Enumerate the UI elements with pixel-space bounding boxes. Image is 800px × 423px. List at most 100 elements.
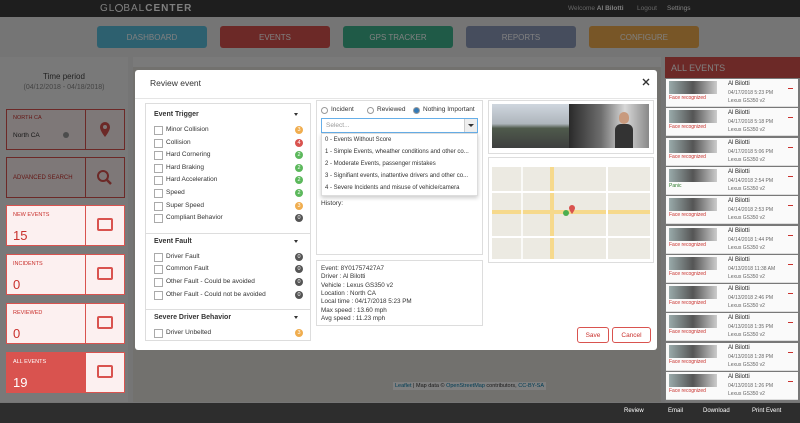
download-icon[interactable] bbox=[788, 258, 793, 265]
checkbox[interactable] bbox=[154, 252, 163, 262]
radio[interactable] bbox=[413, 107, 420, 114]
event-item[interactable]: Face recognized Al Bilotti 04/14/2018 2:53… bbox=[666, 196, 798, 225]
group-title[interactable]: Event Trigger bbox=[154, 111, 199, 118]
download-icon[interactable] bbox=[788, 111, 793, 119]
checkbox[interactable] bbox=[154, 126, 163, 135]
dropdown: 0 - Events Without Score 1 - Simple Event… bbox=[321, 133, 478, 196]
footer-button[interactable]: Email bbox=[668, 408, 684, 414]
event-thumb bbox=[669, 168, 717, 182]
event-name: Al Bilotti bbox=[728, 344, 750, 351]
checkbox[interactable] bbox=[154, 214, 163, 224]
event-tag: Face recognized bbox=[669, 95, 706, 101]
event-tag: Panic bbox=[669, 182, 682, 189]
count-tile[interactable]: REVIEWED 0 bbox=[6, 303, 125, 344]
event-thumb bbox=[669, 81, 717, 94]
event-item[interactable]: Face recognized Al Bilotti 04/13/2018 1:26… bbox=[666, 372, 798, 400]
download-icon[interactable] bbox=[788, 316, 793, 324]
event-name: Al Bilotti bbox=[728, 227, 750, 234]
checkbox[interactable] bbox=[154, 265, 163, 275]
footer-button[interactable]: Review bbox=[624, 408, 644, 414]
event-item[interactable]: Face recognized Al Bilotti 04/17/2018 5:18… bbox=[666, 108, 798, 137]
radio-label: Incident bbox=[331, 106, 354, 113]
checkbox[interactable] bbox=[154, 176, 163, 186]
event-tag: Face recognized bbox=[669, 358, 706, 365]
select[interactable]: Select... bbox=[321, 118, 478, 133]
group-divider bbox=[146, 232, 310, 234]
event-name: Al Bilotti bbox=[728, 256, 750, 263]
event-item[interactable]: Face recognized Al Bilotti 04/17/2018 5:06… bbox=[666, 137, 798, 166]
count-tile[interactable]: ALL EVENTS 19 bbox=[6, 352, 125, 393]
radio[interactable] bbox=[367, 107, 374, 114]
checkbox[interactable] bbox=[154, 329, 163, 339]
group-title[interactable]: Severe Driver Behavior bbox=[154, 314, 232, 322]
dropdown-option[interactable]: 4 - Severe Incidents and misuse of vehic… bbox=[325, 185, 460, 191]
count-badge: 3 bbox=[295, 329, 303, 338]
download-icon[interactable] bbox=[788, 82, 793, 89]
checkbox[interactable] bbox=[154, 138, 163, 148]
dropdown-option[interactable]: 0 - Events Without Score bbox=[325, 137, 392, 143]
event-time: 04/14/2018 1:44 PM bbox=[728, 236, 774, 243]
event-item[interactable]: Face recognized Al Bilotti 04/13/2018 1:35… bbox=[666, 313, 798, 342]
download-icon[interactable] bbox=[788, 287, 793, 295]
event-name: Al Bilotti bbox=[728, 374, 750, 380]
download-icon[interactable] bbox=[788, 170, 793, 177]
filter-label: Hard Cornering bbox=[166, 151, 211, 159]
divider bbox=[135, 98, 657, 99]
close-button[interactable] bbox=[642, 78, 650, 86]
event-item[interactable]: Face recognized Al Bilotti 04/17/2018 5:23… bbox=[666, 79, 798, 107]
save-button[interactable]: Save bbox=[577, 327, 609, 343]
checkbox[interactable] bbox=[154, 290, 163, 300]
event-item[interactable]: Panic Al Bilotti 04/14/2018 2:54 PM Lexus G… bbox=[666, 166, 798, 195]
event-vehicle: Lexus GS350 v2 bbox=[728, 273, 765, 280]
tile-label: INCIDENTS bbox=[13, 261, 43, 267]
tile-label: NEW EVENTS bbox=[13, 212, 50, 218]
event-tag: Face recognized bbox=[669, 270, 706, 277]
event-thumb bbox=[669, 374, 717, 387]
checkbox[interactable] bbox=[154, 163, 163, 173]
radio[interactable] bbox=[321, 107, 328, 114]
count-badge: 2 bbox=[295, 163, 303, 172]
event-item[interactable]: Face recognized Al Bilotti 04/13/2018 2:46… bbox=[666, 284, 798, 313]
event-item[interactable]: Face recognized Al Bilotti 04/13/2018 11:3… bbox=[666, 254, 798, 283]
filter-label: Collision bbox=[166, 138, 191, 146]
checkbox[interactable] bbox=[154, 201, 163, 211]
event-time: 04/17/2018 5:18 PM bbox=[728, 119, 774, 126]
event-thumb bbox=[669, 344, 717, 358]
tile-icon bbox=[85, 206, 124, 245]
download-icon[interactable] bbox=[788, 199, 793, 207]
download-icon[interactable] bbox=[788, 375, 793, 382]
detail-line: Event: 8Y01757427A7 bbox=[321, 265, 385, 272]
count-badge: 0 bbox=[295, 265, 303, 274]
filter-label: Other Fault - Could be avoided bbox=[166, 278, 255, 285]
road-camera bbox=[492, 104, 569, 148]
dropdown-option[interactable]: 1 - Simple Events, wheather conditions a… bbox=[325, 149, 469, 155]
event-vehicle: Lexus GS350 v2 bbox=[728, 156, 765, 163]
count-tile[interactable]: INCIDENTS 0 bbox=[6, 254, 125, 295]
download-icon[interactable] bbox=[788, 141, 793, 148]
footer-button[interactable]: Download bbox=[703, 408, 730, 414]
count-badge: 2 bbox=[295, 176, 303, 185]
count-tile[interactable]: NEW EVENTS 15 bbox=[6, 205, 125, 246]
checkbox[interactable] bbox=[154, 278, 163, 287]
event-item[interactable]: Face recognized Al Bilotti 04/14/2018 1:44… bbox=[666, 225, 798, 254]
event-map bbox=[492, 167, 650, 259]
footer-button[interactable]: Print Event bbox=[752, 408, 782, 414]
driver-body bbox=[615, 124, 633, 148]
event-name: Al Bilotti bbox=[728, 168, 750, 175]
count-badge: 0 bbox=[295, 290, 303, 299]
group-title[interactable]: Event Fault bbox=[154, 237, 192, 245]
checkbox[interactable] bbox=[154, 151, 163, 161]
dropdown-option[interactable]: 3 - Signifiant events, inattentive drive… bbox=[325, 173, 469, 179]
select-placeholder: Select... bbox=[326, 122, 350, 129]
dropdown-option[interactable]: 2 - Moderate Events, passenger mistakes bbox=[325, 161, 436, 167]
event-vehicle: Lexus GS350 v2 bbox=[728, 98, 765, 104]
event-tag: Face recognized bbox=[669, 124, 706, 131]
cancel-button[interactable]: Cancel bbox=[612, 327, 651, 343]
checkbox[interactable] bbox=[154, 189, 163, 198]
download-icon[interactable] bbox=[788, 346, 793, 353]
download-icon[interactable] bbox=[788, 229, 793, 236]
event-time: 04/13/2018 1:35 PM bbox=[728, 324, 774, 331]
filter-label: Hard Acceleration bbox=[166, 176, 218, 184]
event-item[interactable]: Face recognized Al Bilotti 04/13/2018 1:28… bbox=[666, 342, 798, 371]
